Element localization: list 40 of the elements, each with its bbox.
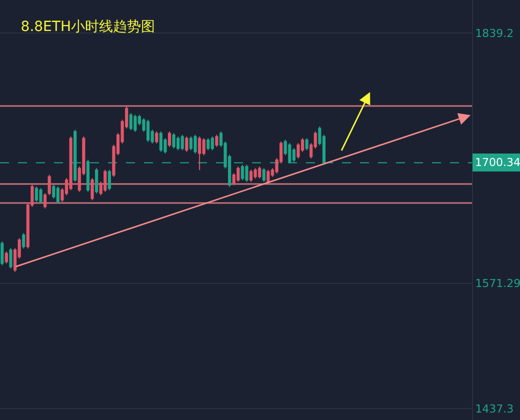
- candlestick: [69, 136, 72, 191]
- candlestick: [129, 112, 132, 131]
- candlestick: [266, 169, 270, 184]
- candlestick: [146, 119, 150, 142]
- candlestick: [0, 241, 4, 266]
- candlestick: [94, 168, 98, 194]
- candlestick: [194, 134, 197, 154]
- candlestick: [206, 138, 210, 151]
- text: 8.8ETH小时线趋势图: [20, 18, 156, 35]
- candlestick: [180, 134, 184, 151]
- candlestick: [249, 169, 253, 182]
- candlestick: [245, 164, 248, 182]
- candlestick: [39, 188, 42, 204]
- candlestick: [108, 169, 111, 191]
- candlestick: [168, 131, 172, 148]
- candlestick: [34, 186, 38, 202]
- candlestick: [44, 192, 47, 209]
- candlestick: [48, 174, 51, 196]
- candlestick: [90, 178, 94, 201]
- ref-line-label: 1700.34: [475, 156, 520, 169]
- candlestick: [9, 248, 12, 270]
- candlestick: [4, 251, 8, 264]
- candlestick: [172, 132, 176, 149]
- candlestick: [236, 166, 240, 182]
- candlestick: [185, 136, 188, 152]
- candlestick: [305, 138, 308, 151]
- candlestick: [22, 232, 26, 249]
- candlestick: [198, 136, 202, 170]
- candlestick: [210, 136, 214, 151]
- candlestick: [215, 134, 218, 148]
- y-tick-label: 1839.2: [475, 26, 514, 40]
- candlestick: [104, 169, 107, 192]
- y-tick-label: 1571.29: [475, 277, 520, 290]
- y-tick-label: 1437.3: [475, 402, 514, 416]
- candlestick: [258, 166, 262, 179]
- candlestick: [56, 186, 60, 204]
- candlestick: [254, 168, 257, 179]
- candlestick: [155, 131, 158, 144]
- candlestick: [134, 114, 137, 132]
- candlestick: [262, 168, 266, 182]
